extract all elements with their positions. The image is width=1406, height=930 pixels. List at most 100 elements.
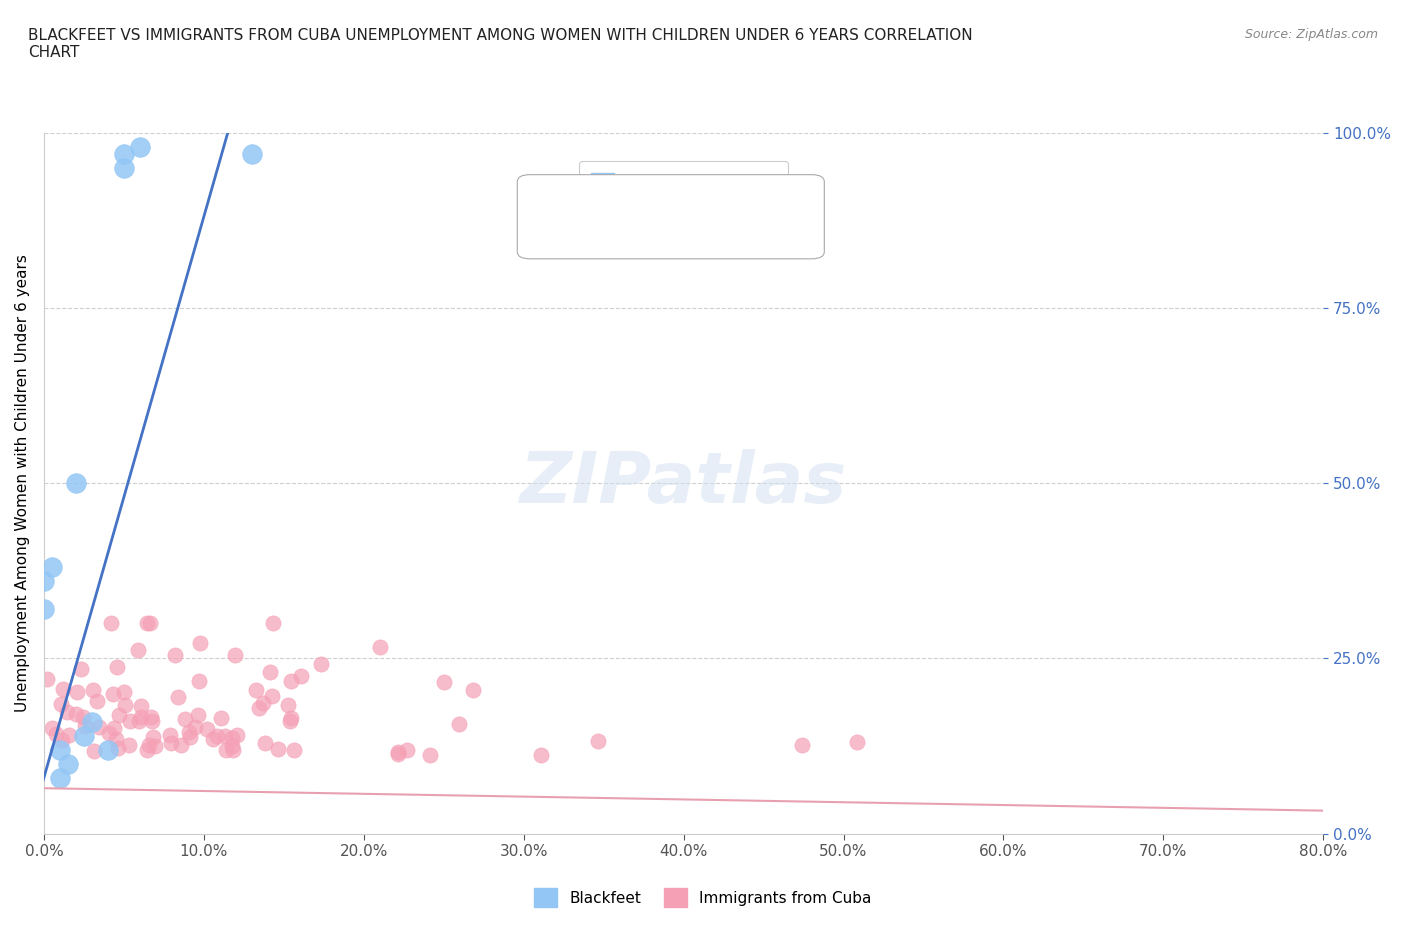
Point xyxy=(120,713,142,728)
Legend: R =  0.731   N = 14, R = -0.361   N = 91: R = 0.731 N = 14, R = -0.361 N = 91 xyxy=(579,161,789,231)
Point xyxy=(105,659,128,674)
Point xyxy=(166,690,188,705)
Point xyxy=(32,574,55,589)
Point xyxy=(170,737,193,752)
Point xyxy=(112,160,135,175)
Point xyxy=(433,674,456,689)
Point xyxy=(114,698,136,712)
Point xyxy=(790,737,813,752)
Point xyxy=(41,560,63,575)
Point xyxy=(143,738,166,753)
Point xyxy=(419,747,441,762)
Point xyxy=(142,730,165,745)
Point xyxy=(127,643,149,658)
Point xyxy=(70,662,93,677)
Point xyxy=(56,756,79,771)
Point xyxy=(267,742,290,757)
Point xyxy=(51,733,73,748)
Point xyxy=(86,693,108,708)
Point xyxy=(463,683,485,698)
Point xyxy=(41,721,63,736)
Point xyxy=(100,616,122,631)
Point xyxy=(65,476,87,491)
Point xyxy=(277,698,299,713)
Point xyxy=(89,720,111,735)
Point xyxy=(163,647,186,662)
Point xyxy=(222,743,245,758)
Point xyxy=(280,673,302,688)
Point xyxy=(72,710,94,724)
Point xyxy=(240,146,263,161)
Point xyxy=(97,725,120,740)
Point xyxy=(188,635,211,650)
Point xyxy=(530,748,553,763)
Point xyxy=(75,719,97,734)
Point xyxy=(205,729,228,744)
Point xyxy=(387,747,409,762)
Point xyxy=(262,688,284,703)
Point xyxy=(56,704,79,719)
Point xyxy=(187,708,209,723)
Point xyxy=(129,698,152,713)
Text: ZIPatlas: ZIPatlas xyxy=(520,448,848,518)
Point xyxy=(368,639,391,654)
Point xyxy=(226,728,249,743)
Point xyxy=(139,616,162,631)
Point xyxy=(179,729,201,744)
Point xyxy=(159,727,181,742)
Point xyxy=(136,742,159,757)
Point xyxy=(262,616,284,631)
Point xyxy=(128,714,150,729)
Point xyxy=(118,737,141,752)
Point xyxy=(188,673,211,688)
Point xyxy=(114,685,136,700)
Point xyxy=(73,728,96,743)
Point xyxy=(65,707,87,722)
Point xyxy=(52,682,75,697)
Point xyxy=(159,736,181,751)
Point xyxy=(139,710,162,724)
Point xyxy=(138,737,160,752)
Point xyxy=(245,683,267,698)
Text: BLACKFEET VS IMMIGRANTS FROM CUBA UNEMPLOYMENT AMONG WOMEN WITH CHILDREN UNDER 6: BLACKFEET VS IMMIGRANTS FROM CUBA UNEMPL… xyxy=(28,28,973,60)
Point xyxy=(82,683,104,698)
Point xyxy=(283,743,305,758)
Point xyxy=(107,740,129,755)
Point xyxy=(846,735,869,750)
Point xyxy=(202,732,225,747)
Point xyxy=(215,742,238,757)
Legend: Blackfeet, Immigrants from Cuba: Blackfeet, Immigrants from Cuba xyxy=(529,883,877,913)
Point xyxy=(49,770,72,785)
Point xyxy=(252,695,274,710)
Point xyxy=(141,713,163,728)
Point xyxy=(214,729,236,744)
Point xyxy=(247,701,270,716)
Point xyxy=(396,742,419,757)
Point xyxy=(80,714,103,729)
Point xyxy=(35,671,58,686)
Point xyxy=(49,697,72,711)
Point xyxy=(103,721,125,736)
Point xyxy=(209,711,232,725)
Point xyxy=(278,714,301,729)
Point xyxy=(184,720,207,735)
Point xyxy=(66,684,89,699)
Y-axis label: Unemployment Among Women with Children Under 6 years: Unemployment Among Women with Children U… xyxy=(15,254,30,712)
Point xyxy=(259,665,281,680)
Point xyxy=(107,708,129,723)
Point xyxy=(45,726,67,741)
Point xyxy=(224,647,246,662)
Point xyxy=(254,736,277,751)
Point xyxy=(179,725,201,740)
Point xyxy=(58,728,80,743)
Point xyxy=(586,733,609,748)
Point xyxy=(32,602,55,617)
Point xyxy=(135,616,157,631)
Point xyxy=(103,686,125,701)
Point xyxy=(83,743,105,758)
Point xyxy=(97,742,120,757)
Point xyxy=(128,140,150,154)
Point xyxy=(449,716,471,731)
Point xyxy=(280,711,302,725)
Point xyxy=(112,146,135,161)
